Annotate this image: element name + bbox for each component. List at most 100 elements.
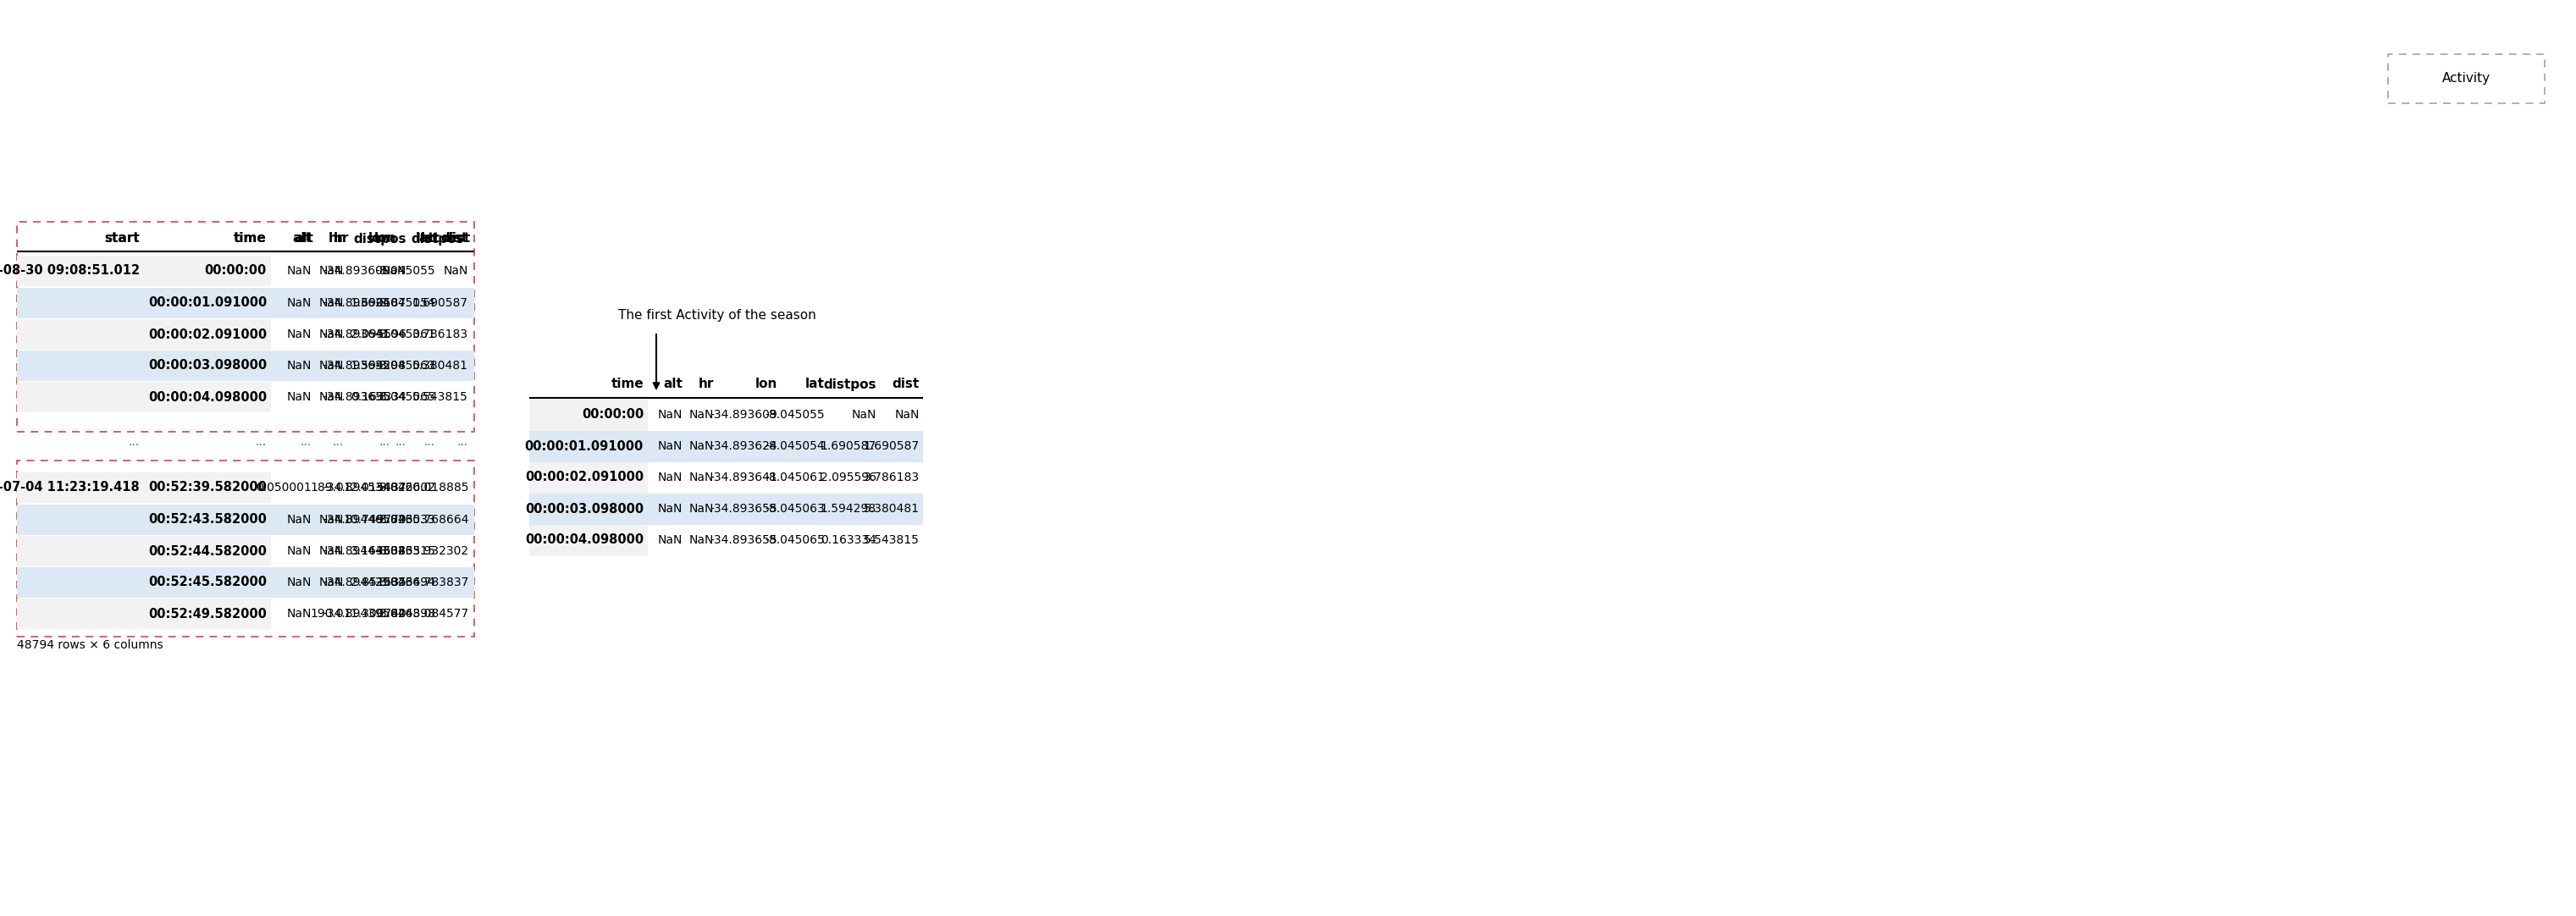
- Text: ...: ...: [129, 436, 139, 448]
- Text: NaN: NaN: [319, 360, 343, 372]
- Text: NaN: NaN: [286, 360, 312, 372]
- Text: time: time: [234, 233, 268, 245]
- Text: 00:52:45.582000: 00:52:45.582000: [149, 576, 268, 589]
- Text: -8.045054: -8.045054: [376, 297, 435, 309]
- Text: 00:00:02.091000: 00:00:02.091000: [147, 328, 268, 341]
- Text: -8.046515: -8.046515: [376, 545, 435, 557]
- Text: lat: lat: [415, 233, 435, 245]
- Text: 00:00:03.098000: 00:00:03.098000: [147, 359, 268, 372]
- Text: 00:00:00: 00:00:00: [204, 265, 268, 278]
- Bar: [18, 382, 270, 412]
- Text: lon: lon: [368, 233, 392, 245]
- Text: -8.045055: -8.045055: [376, 265, 435, 277]
- Text: alt: alt: [662, 378, 683, 391]
- Text: NaN: NaN: [688, 534, 714, 546]
- Text: NaN: NaN: [657, 409, 683, 420]
- Text: ...: ...: [332, 436, 343, 448]
- Text: 0.163334: 0.163334: [822, 534, 876, 546]
- Bar: [18, 288, 474, 319]
- Text: -8.045061: -8.045061: [765, 472, 824, 484]
- Text: NaN: NaN: [286, 545, 312, 557]
- Text: 5.543815: 5.543815: [412, 391, 469, 403]
- Text: -34.894395: -34.894395: [322, 608, 392, 620]
- Bar: [528, 399, 647, 431]
- Text: NaN: NaN: [286, 329, 312, 341]
- Text: 00:52:49.582000: 00:52:49.582000: [149, 607, 268, 620]
- Bar: [2388, 54, 2545, 104]
- Text: 2.095596: 2.095596: [350, 329, 407, 341]
- Text: 2021-07-04 11:23:19.418: 2021-07-04 11:23:19.418: [0, 481, 139, 494]
- Bar: [18, 222, 474, 431]
- Text: 00:00:02.091000: 00:00:02.091000: [526, 471, 644, 484]
- Text: -34.894465: -34.894465: [322, 514, 392, 526]
- Text: -34.893655: -34.893655: [322, 360, 392, 372]
- Text: NaN: NaN: [319, 265, 343, 277]
- Text: NaN: NaN: [688, 503, 714, 515]
- Text: lat: lat: [420, 233, 440, 245]
- Text: ...: ...: [301, 436, 312, 448]
- Text: -8.045063: -8.045063: [376, 360, 435, 372]
- Bar: [18, 505, 474, 535]
- Text: NaN: NaN: [894, 409, 920, 420]
- Bar: [528, 493, 922, 525]
- Text: alt: alt: [294, 233, 314, 245]
- Text: 1.690587: 1.690587: [350, 297, 407, 309]
- Text: 5.380481: 5.380481: [412, 360, 469, 372]
- Text: -34.893641: -34.893641: [711, 472, 778, 484]
- Text: -8.045054: -8.045054: [765, 441, 824, 453]
- Text: 5.380481: 5.380481: [863, 503, 920, 515]
- Bar: [18, 351, 474, 381]
- Text: dist: dist: [440, 233, 469, 245]
- Text: hr: hr: [332, 233, 348, 245]
- Text: -8.046494: -8.046494: [376, 576, 435, 588]
- Bar: [18, 473, 270, 503]
- Text: NaN: NaN: [657, 441, 683, 453]
- Bar: [18, 319, 270, 350]
- Text: NaN: NaN: [688, 409, 714, 420]
- Text: -34.893609: -34.893609: [711, 409, 778, 420]
- Text: 1.690587: 1.690587: [412, 297, 469, 309]
- Text: -34.893641: -34.893641: [322, 329, 392, 341]
- Text: 48794 rows × 6 columns: 48794 rows × 6 columns: [18, 639, 162, 651]
- Text: NaN: NaN: [443, 265, 469, 277]
- Text: -34.893655: -34.893655: [322, 391, 392, 403]
- Text: 1.690587: 1.690587: [819, 441, 876, 453]
- Text: time: time: [611, 378, 644, 391]
- Bar: [18, 567, 474, 597]
- Text: 00:52:43.582000: 00:52:43.582000: [149, 514, 268, 526]
- Text: start: start: [106, 233, 139, 245]
- Text: time: time: [234, 233, 268, 245]
- Text: ...: ...: [255, 436, 268, 448]
- Text: 00:00:01.091000: 00:00:01.091000: [147, 297, 268, 310]
- Text: NaN: NaN: [319, 297, 343, 309]
- Text: 12.015437: 12.015437: [343, 482, 407, 494]
- Text: 8230.768664: 8230.768664: [389, 514, 469, 526]
- Text: -8.045061: -8.045061: [376, 329, 435, 341]
- Text: dist: dist: [891, 378, 920, 391]
- Bar: [528, 462, 647, 493]
- Text: 8248.084577: 8248.084577: [389, 608, 469, 620]
- Text: -34.894443: -34.894443: [322, 545, 392, 557]
- Text: lon: lon: [755, 378, 778, 391]
- Text: -34.893655: -34.893655: [711, 503, 778, 515]
- Text: ...: ...: [379, 436, 392, 448]
- Text: 2020-08-30 09:08:51.012: 2020-08-30 09:08:51.012: [0, 265, 139, 278]
- Text: distpos: distpos: [824, 378, 876, 391]
- Text: NaN: NaN: [688, 441, 714, 453]
- Text: 00:00:04.098000: 00:00:04.098000: [526, 534, 644, 547]
- Text: NaN: NaN: [381, 265, 407, 277]
- Text: 0.163334: 0.163334: [350, 391, 407, 403]
- Text: 189.0: 189.0: [309, 482, 343, 494]
- Bar: [18, 461, 474, 637]
- Text: 0.050001: 0.050001: [255, 482, 312, 494]
- Text: -34.893609: -34.893609: [322, 265, 392, 277]
- Text: NaN: NaN: [657, 472, 683, 484]
- Text: NaN: NaN: [319, 576, 343, 588]
- Text: 5.543815: 5.543815: [863, 534, 920, 546]
- Text: NaN: NaN: [853, 409, 876, 420]
- Text: 190.0: 190.0: [309, 608, 343, 620]
- Text: -34.893624: -34.893624: [322, 297, 392, 309]
- Text: -8.045065: -8.045065: [376, 391, 435, 403]
- Text: -8.046602: -8.046602: [376, 482, 435, 494]
- Text: 3.786183: 3.786183: [412, 329, 469, 341]
